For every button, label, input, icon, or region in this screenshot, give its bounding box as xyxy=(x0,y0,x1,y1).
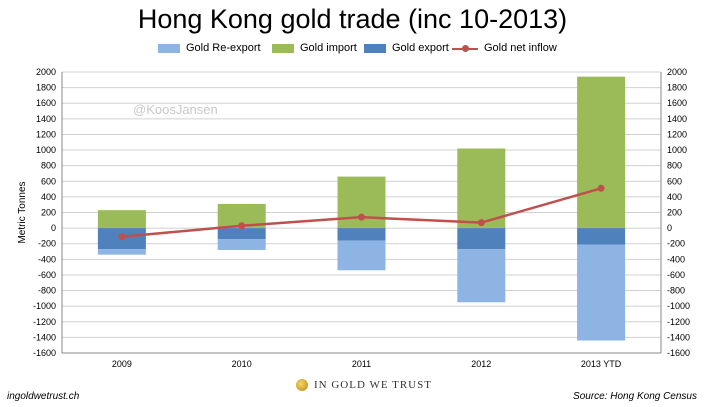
bar-reexport xyxy=(577,244,626,341)
netflow-point xyxy=(118,233,126,241)
y-tick-label-right: 1000 xyxy=(667,145,687,155)
y-tick-label-left: -800 xyxy=(38,286,56,296)
y-tick-label-right: 1600 xyxy=(667,98,687,108)
y-tick-label-right: -800 xyxy=(667,286,685,296)
coin-icon xyxy=(296,379,308,391)
netflow-point xyxy=(238,222,246,230)
bar-reexport xyxy=(337,240,386,271)
y-tick-label-right: -600 xyxy=(667,270,685,280)
legend-item-reexport: Gold Re-export xyxy=(158,42,261,54)
chart-legend: Gold Re-export Gold import Gold export G… xyxy=(0,42,705,58)
y-tick-label-left: -1400 xyxy=(33,332,56,342)
y-tick-label-right: -1400 xyxy=(667,332,690,342)
y-tick-label-right: 1400 xyxy=(667,114,687,124)
x-tick-label: 2010 xyxy=(232,359,252,369)
y-tick-label-left: 800 xyxy=(41,161,56,171)
bar-reexport xyxy=(97,249,146,255)
legend-item-export: Gold export xyxy=(364,42,449,54)
netflow-point xyxy=(477,219,485,227)
y-tick-label-right: 600 xyxy=(667,176,682,186)
legend-swatch-import xyxy=(272,43,294,53)
bar-reexport xyxy=(217,239,266,250)
y-tick-label-right: -1000 xyxy=(667,301,690,311)
x-tick-label: 2009 xyxy=(112,359,132,369)
y-tick-label-left: 600 xyxy=(41,176,56,186)
bar-export xyxy=(217,228,266,240)
y-tick-label-left: 1000 xyxy=(36,145,56,155)
footer-brand-text: In Gold We Trust xyxy=(314,379,432,391)
bar-import xyxy=(577,76,626,229)
y-tick-label-right: -400 xyxy=(667,254,685,264)
y-tick-label-right: -1600 xyxy=(667,348,690,358)
y-tick-label-right: 200 xyxy=(667,208,682,218)
y-tick-label-left: -1600 xyxy=(33,348,56,358)
netflow-point xyxy=(358,213,365,221)
legend-label-export: Gold export xyxy=(392,42,449,54)
y-tick-label-left: -1200 xyxy=(33,317,56,327)
y-tick-label-left: 1200 xyxy=(36,129,56,139)
watermark: @KoosJansen xyxy=(133,102,218,117)
footer-brand: In Gold We Trust xyxy=(296,379,432,391)
y-tick-label-left: -200 xyxy=(38,239,56,249)
y-tick-label-left: 1600 xyxy=(36,98,56,108)
bar-reexport xyxy=(457,249,506,303)
legend-swatch-export xyxy=(364,43,386,53)
y-tick-label-left: 400 xyxy=(41,192,56,202)
y-axis-title: Metric Tonnes xyxy=(17,181,28,243)
legend-item-netflow: Gold net inflow xyxy=(452,42,557,54)
y-tick-label-right: 400 xyxy=(667,192,682,202)
footer-site: ingoldwetrust.ch xyxy=(7,391,80,402)
y-tick-label-left: 2000 xyxy=(36,67,56,77)
y-tick-label-right: -200 xyxy=(667,239,685,249)
x-tick-label: 2012 xyxy=(471,359,491,369)
x-tick-label: 2011 xyxy=(352,359,371,369)
bar-import xyxy=(457,148,506,229)
y-tick-label-right: 1200 xyxy=(667,129,687,139)
footer-source: Source: Hong Kong Census xyxy=(573,391,697,402)
legend-swatch-netflow xyxy=(452,44,478,53)
y-tick-label-left: 1400 xyxy=(36,114,56,124)
bar-export xyxy=(337,228,386,241)
y-tick-label-right: 1800 xyxy=(667,83,687,93)
y-tick-label-right: 800 xyxy=(667,161,682,171)
y-tick-label-right: -1200 xyxy=(667,317,690,327)
y-tick-label-left: 1800 xyxy=(36,83,56,93)
netflow-point xyxy=(597,184,605,192)
y-tick-label-left: 0 xyxy=(51,223,56,233)
y-tick-label-left: -600 xyxy=(38,270,56,280)
legend-label-import: Gold import xyxy=(300,42,357,54)
bar-export xyxy=(457,228,506,250)
legend-swatch-reexport xyxy=(158,43,180,53)
y-tick-label-left: -1000 xyxy=(33,301,56,311)
x-tick-label: 2013 YTD xyxy=(581,359,622,369)
y-tick-label-left: -400 xyxy=(38,254,56,264)
bar-export xyxy=(577,228,626,245)
bar-import xyxy=(97,210,146,229)
legend-label-netflow: Gold net inflow xyxy=(484,42,557,54)
legend-label-reexport: Gold Re-export xyxy=(186,42,261,54)
legend-item-import: Gold import xyxy=(272,42,357,54)
chart-title: Hong Kong gold trade (inc 10-2013) xyxy=(137,4,568,34)
y-tick-label-left: 200 xyxy=(41,208,56,218)
y-tick-label-right: 0 xyxy=(667,223,672,233)
y-tick-label-right: 2000 xyxy=(667,67,687,77)
